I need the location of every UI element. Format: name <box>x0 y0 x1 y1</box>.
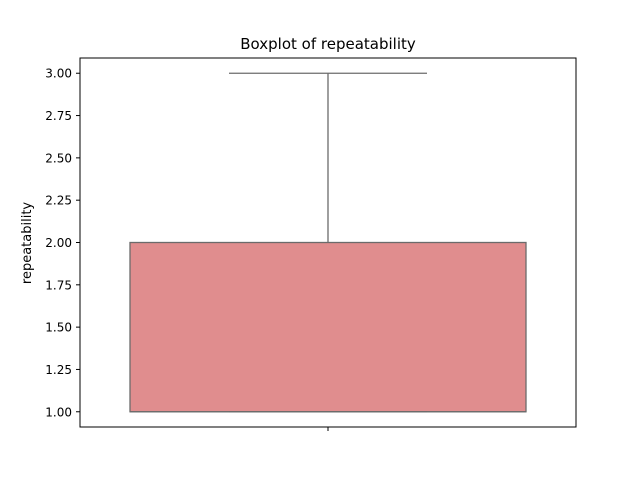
y-tick-label: 2.75 <box>45 109 72 123</box>
y-tick-label: 1.50 <box>45 321 72 335</box>
iqr-box <box>129 241 527 413</box>
y-tick-label: 1.75 <box>45 278 72 292</box>
y-tick-label: 3.00 <box>45 67 72 81</box>
y-tick-label: 1.25 <box>45 363 72 377</box>
y-tick-label: 1.00 <box>45 405 72 419</box>
y-tick-label: 2.50 <box>45 151 72 165</box>
y-tick-label: 2.25 <box>45 194 72 208</box>
y-axis-label: repeatability <box>20 202 35 285</box>
y-tick-label: 2.00 <box>45 236 72 250</box>
plot-area: 1.00 1.25 1.50 1.75 2.00 2.25 2.50 2.75 3.00 <box>45 57 577 431</box>
chart-title: Boxplot of repeatability <box>240 35 416 53</box>
